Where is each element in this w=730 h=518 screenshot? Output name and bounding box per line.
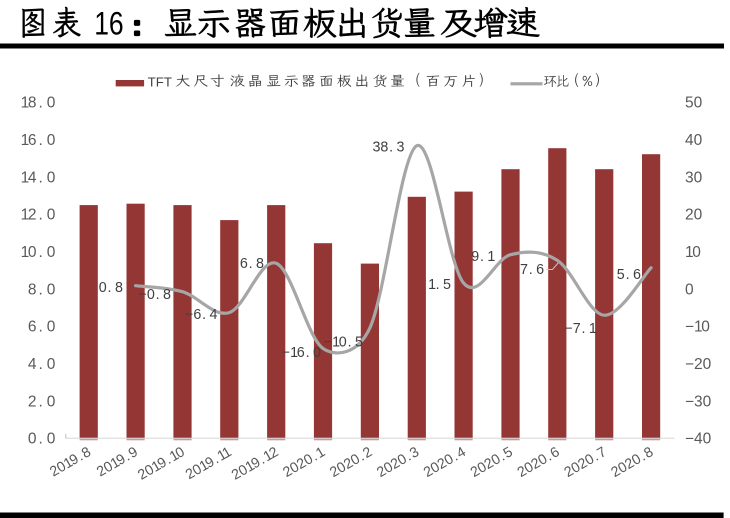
svg-text:−10.5: −10. 5 bbox=[324, 334, 363, 350]
svg-text:−30: −30 bbox=[685, 393, 712, 410]
svg-text:18.0: 18. 0 bbox=[21, 95, 56, 112]
svg-text:0.8: 0. 8 bbox=[99, 280, 123, 296]
svg-text:12.0: 12. 0 bbox=[21, 207, 56, 224]
svg-text:−6.4: −6. 4 bbox=[185, 307, 217, 323]
svg-text:5.6: 5. 6 bbox=[617, 267, 641, 283]
svg-text:TFT: TFT bbox=[148, 74, 172, 89]
svg-text:30: 30 bbox=[685, 169, 703, 186]
svg-text:50: 50 bbox=[685, 95, 703, 112]
svg-text:0: 0 bbox=[685, 281, 694, 298]
svg-text:−7.1: −7. 1 bbox=[564, 321, 596, 337]
svg-text:14.0: 14. 0 bbox=[21, 169, 56, 186]
svg-text:8.0: 8.0 bbox=[28, 281, 56, 298]
svg-text:16: 16 bbox=[94, 5, 124, 41]
svg-text:4.0: 4.0 bbox=[28, 356, 56, 373]
svg-text:−16.0: −16. 0 bbox=[282, 345, 321, 361]
svg-text:1.5: 1. 5 bbox=[428, 277, 451, 293]
svg-text:38.3: 38. 3 bbox=[372, 140, 404, 156]
svg-text:−20: −20 bbox=[685, 356, 712, 373]
svg-text:2.0: 2.0 bbox=[28, 393, 56, 410]
svg-text:40: 40 bbox=[685, 132, 703, 149]
svg-text:6.0: 6.0 bbox=[28, 319, 56, 336]
svg-text:0.0: 0.0 bbox=[28, 431, 56, 448]
svg-text:20: 20 bbox=[685, 207, 703, 224]
svg-text:10.0: 10. 0 bbox=[21, 244, 56, 261]
svg-text:−10: −10 bbox=[685, 319, 710, 336]
svg-text:7.6: 7. 6 bbox=[520, 262, 544, 278]
svg-text:10: 10 bbox=[685, 244, 701, 261]
svg-text:−40: −40 bbox=[685, 431, 712, 448]
svg-text:16.0: 16. 0 bbox=[21, 132, 56, 149]
svg-text:9.1: 9. 1 bbox=[471, 249, 495, 265]
svg-text:−0.8: −0. 8 bbox=[139, 287, 171, 303]
svg-text:6.8: 6. 8 bbox=[240, 256, 264, 272]
